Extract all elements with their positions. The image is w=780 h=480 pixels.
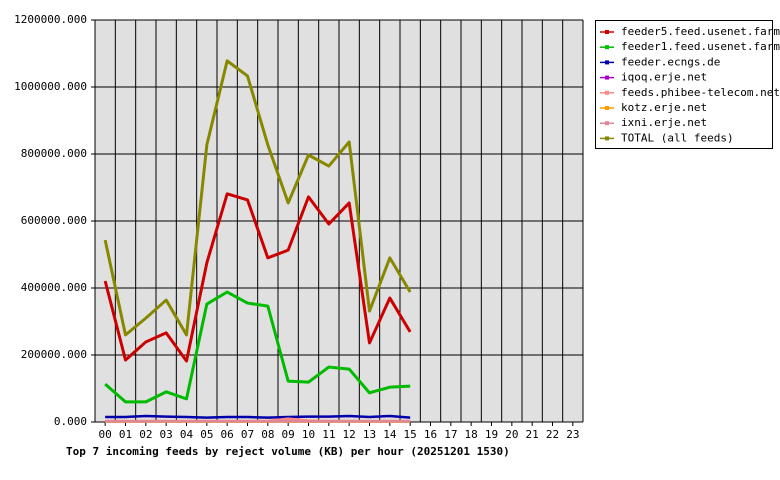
x-tick-label: 02 (139, 428, 152, 441)
series-line (103, 192, 412, 363)
x-tick-label: 16 (424, 428, 437, 441)
y-tick-label: 200000.000 (21, 348, 87, 361)
legend-label: feeder.ecngs.de (621, 55, 720, 68)
x-tick-label: 13 (363, 428, 376, 441)
x-tick-label: 22 (546, 428, 559, 441)
series-line (105, 414, 411, 419)
x-tick-label: 23 (566, 428, 579, 441)
x-tick-label: 20 (505, 428, 518, 441)
x-tick-label: 17 (444, 428, 457, 441)
x-tick-label: 11 (322, 428, 335, 441)
legend-dot (605, 45, 609, 50)
chart-title: Top 7 incoming feeds by reject volume (K… (66, 445, 510, 458)
series-line (104, 290, 411, 404)
x-tick-label: 08 (261, 428, 274, 441)
x-tick-label: 05 (200, 428, 213, 441)
legend-label: TOTAL (all feeds) (621, 131, 734, 144)
x-tick-label: 14 (383, 428, 397, 441)
x-tick-label: 21 (526, 428, 539, 441)
x-tick-label: 09 (282, 428, 295, 441)
legend-dot (605, 90, 609, 95)
legend-box (595, 20, 773, 149)
legend-dot (605, 60, 609, 65)
x-tick-label: 12 (343, 428, 356, 441)
x-tick-label: 06 (221, 428, 234, 441)
x-tick-label: 00 (99, 428, 112, 441)
x-tick-label: 19 (485, 428, 498, 441)
x-tick-label: 10 (302, 428, 315, 441)
legend-label: feeder1.feed.usenet.farm (621, 40, 780, 53)
y-tick-label: 1000000.000 (14, 80, 87, 93)
x-tick-label: 07 (241, 428, 254, 441)
y-tick-label: 0.000 (54, 415, 87, 428)
legend-label: kotz.erje.net (621, 101, 707, 114)
x-tick-label: 04 (180, 428, 194, 441)
y-tick-label: 800000.000 (21, 147, 87, 160)
x-tick-label: 18 (465, 428, 478, 441)
legend-dot (605, 30, 609, 34)
legend-label: feeds.phibee-telecom.net (621, 86, 780, 99)
x-tick-label: 15 (404, 428, 417, 441)
x-tick-label: 01 (119, 428, 132, 441)
legend-dot (605, 106, 609, 110)
legend-dot (605, 75, 609, 80)
series-line (103, 59, 412, 337)
legend-dot (605, 121, 609, 126)
y-tick-label: 1200000.000 (14, 13, 87, 26)
y-tick-label: 600000.000 (21, 214, 87, 227)
legend-label: feeder5.feed.usenet.farm (621, 25, 780, 38)
legend-label: ixni.erje.net (621, 116, 707, 129)
x-tick-label: 03 (160, 428, 173, 441)
legend-dot (605, 136, 609, 141)
y-tick-label: 400000.000 (21, 281, 87, 294)
legend-label: iqoq.erje.net (621, 71, 707, 84)
